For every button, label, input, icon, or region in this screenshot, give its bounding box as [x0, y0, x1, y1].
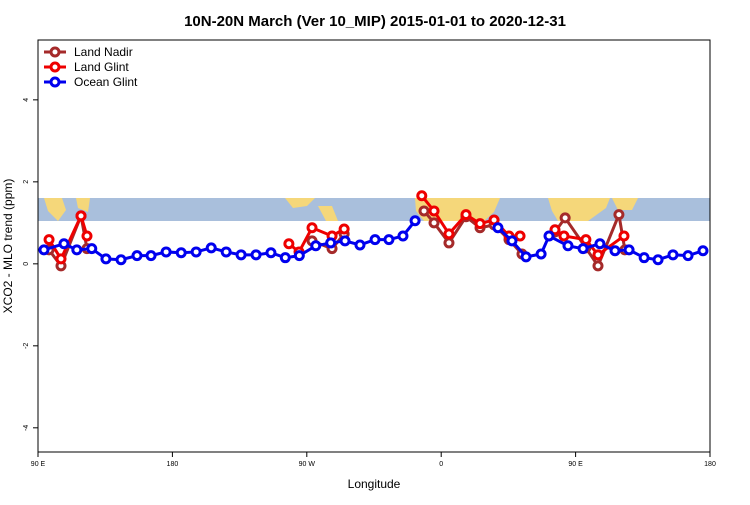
point: [81, 230, 93, 242]
point: [235, 249, 247, 261]
point: [383, 234, 395, 246]
point: [443, 228, 455, 240]
chart-title: 10N-20N March (Ver 10_MIP) 2015-01-01 to…: [184, 13, 566, 30]
plot-frame: [37, 39, 711, 453]
x-tick-label: 180: [704, 461, 716, 468]
point: [592, 260, 604, 272]
point: [265, 247, 277, 259]
x-tick-label: 90 W: [299, 461, 316, 468]
x-tick-label: 90 E: [568, 461, 583, 468]
point: [535, 248, 547, 260]
point: [514, 230, 526, 242]
point: [325, 237, 337, 249]
point: [416, 190, 428, 202]
point: [474, 218, 486, 230]
point: [418, 205, 430, 217]
point: [250, 249, 262, 261]
point: [592, 249, 604, 261]
point: [609, 245, 621, 257]
point: [443, 237, 455, 249]
point: [428, 205, 440, 217]
point: [43, 234, 55, 246]
legend-label: Land Nadir: [74, 45, 133, 59]
point: [160, 246, 172, 258]
point: [354, 239, 366, 251]
point: [667, 249, 679, 261]
point: [369, 234, 381, 246]
point: [220, 246, 232, 258]
point: [279, 252, 291, 264]
x-tick-label: 90 E: [31, 461, 46, 468]
point: [338, 223, 350, 235]
map-band: [38, 198, 710, 221]
point: [682, 250, 694, 262]
point: [652, 254, 664, 266]
point: [428, 217, 440, 229]
x-tick-label: 180: [167, 461, 179, 468]
point: [75, 210, 87, 222]
point: [306, 222, 318, 234]
legend-marker: [49, 76, 61, 88]
point: [58, 238, 70, 250]
x-axis-label: Longitude: [348, 477, 401, 491]
point: [618, 230, 630, 242]
y-tick-label: -2: [23, 343, 30, 349]
point: [409, 215, 421, 227]
point: [638, 252, 650, 264]
point: [339, 235, 351, 247]
point: [190, 246, 202, 258]
point: [613, 209, 625, 221]
y-tick-label: 4: [23, 98, 30, 102]
point: [460, 209, 472, 221]
point: [397, 230, 409, 242]
legend-label: Ocean Glint: [74, 75, 138, 89]
legend-marker: [49, 46, 61, 58]
point: [549, 224, 561, 236]
legend-label: Land Glint: [74, 60, 129, 74]
point: [293, 250, 305, 262]
point: [580, 234, 592, 246]
point: [283, 238, 295, 250]
point: [577, 243, 589, 255]
point: [594, 238, 606, 250]
point: [558, 230, 570, 242]
point: [131, 250, 143, 262]
y-axis-label: XCO2 - MLO trend (ppm): [1, 179, 15, 314]
point: [520, 251, 532, 263]
x-tick-label: 0: [439, 461, 443, 468]
point: [86, 243, 98, 255]
point: [71, 244, 83, 256]
point: [115, 254, 127, 266]
point: [623, 244, 635, 256]
point: [697, 245, 709, 257]
point: [100, 253, 112, 265]
point: [310, 240, 322, 252]
y-tick-label: 2: [23, 180, 30, 184]
point: [145, 250, 157, 262]
y-tick-label: -4: [23, 425, 30, 431]
point: [175, 247, 187, 259]
point: [562, 240, 574, 252]
point: [38, 244, 50, 256]
y-tick-label: 0: [23, 262, 30, 266]
point: [55, 253, 67, 265]
point: [506, 235, 518, 247]
point: [543, 230, 555, 242]
point: [205, 242, 217, 254]
point: [559, 212, 571, 224]
legend-marker: [49, 61, 61, 73]
point: [492, 222, 504, 234]
